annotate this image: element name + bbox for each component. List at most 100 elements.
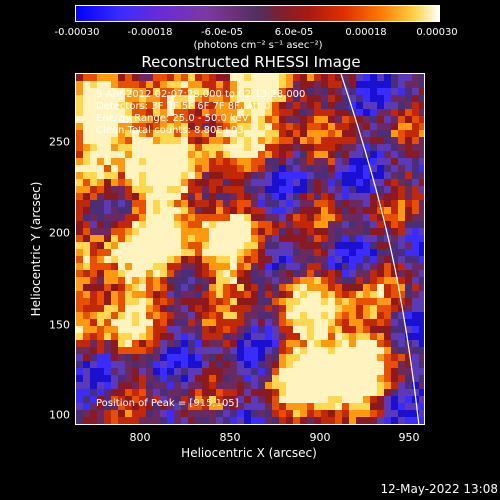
image-pixel	[349, 361, 356, 368]
image-pixel	[356, 235, 363, 242]
image-pixel	[349, 368, 356, 375]
image-pixel	[244, 396, 251, 403]
rhessi-image-canvas	[76, 74, 424, 425]
image-pixel	[286, 214, 293, 221]
image-pixel	[139, 109, 146, 116]
image-pixel	[405, 410, 412, 417]
image-pixel	[90, 242, 97, 249]
image-pixel	[188, 249, 195, 256]
image-pixel	[398, 74, 405, 81]
image-pixel	[125, 172, 132, 179]
image-pixel	[342, 410, 349, 417]
image-pixel	[342, 130, 349, 137]
image-pixel	[90, 305, 97, 312]
image-pixel	[181, 221, 188, 228]
image-pixel	[419, 263, 424, 270]
image-pixel	[244, 382, 251, 389]
image-pixel	[342, 95, 349, 102]
image-pixel	[97, 368, 104, 375]
image-pixel	[384, 200, 391, 207]
image-pixel	[216, 403, 223, 410]
image-pixel	[258, 228, 265, 235]
image-pixel	[76, 235, 83, 242]
image-pixel	[321, 102, 328, 109]
image-pixel	[251, 179, 258, 186]
image-pixel	[300, 74, 307, 81]
image-pixel	[111, 284, 118, 291]
image-pixel	[209, 319, 216, 326]
image-pixel	[83, 116, 90, 123]
image-pixel	[188, 396, 195, 403]
image-pixel	[405, 137, 412, 144]
image-pixel	[174, 340, 181, 347]
image-pixel	[412, 144, 419, 151]
image-pixel	[209, 193, 216, 200]
image-pixel	[118, 144, 125, 151]
image-pixel	[90, 137, 97, 144]
image-pixel	[412, 347, 419, 354]
image-pixel	[132, 214, 139, 221]
image-pixel	[419, 214, 424, 221]
image-pixel	[356, 109, 363, 116]
image-pixel	[223, 312, 230, 319]
image-pixel	[293, 102, 300, 109]
image-pixel	[209, 109, 216, 116]
image-pixel	[405, 130, 412, 137]
image-pixel	[146, 340, 153, 347]
image-pixel	[342, 81, 349, 88]
colorbar-tick: -0.00030	[54, 27, 100, 38]
image-pixel	[223, 333, 230, 340]
image-pixel	[132, 417, 139, 424]
image-pixel	[398, 284, 405, 291]
image-pixel	[279, 333, 286, 340]
image-pixel	[146, 193, 153, 200]
image-pixel	[412, 130, 419, 137]
image-pixel	[293, 130, 300, 137]
image-pixel	[363, 368, 370, 375]
image-pixel	[146, 382, 153, 389]
image-pixel	[209, 158, 216, 165]
image-pixel	[258, 102, 265, 109]
image-pixel	[125, 333, 132, 340]
image-pixel	[244, 95, 251, 102]
image-pixel	[111, 256, 118, 263]
image-pixel	[370, 214, 377, 221]
image-pixel	[419, 158, 424, 165]
image-pixel	[405, 109, 412, 116]
image-pixel	[76, 165, 83, 172]
image-pixel	[181, 382, 188, 389]
image-pixel	[356, 263, 363, 270]
image-pixel	[300, 123, 307, 130]
image-pixel	[83, 109, 90, 116]
image-pixel	[160, 284, 167, 291]
image-pixel	[328, 256, 335, 263]
image-pixel	[384, 123, 391, 130]
image-pixel	[104, 242, 111, 249]
image-pixel	[328, 424, 335, 425]
image-pixel	[293, 410, 300, 417]
image-pixel	[146, 417, 153, 424]
image-pixel	[251, 137, 258, 144]
image-pixel	[335, 417, 342, 424]
image-pixel	[209, 102, 216, 109]
image-pixel	[209, 410, 216, 417]
image-pixel	[258, 270, 265, 277]
image-pixel	[209, 200, 216, 207]
image-pixel	[195, 277, 202, 284]
image-pixel	[300, 172, 307, 179]
image-pixel	[167, 368, 174, 375]
image-pixel	[167, 158, 174, 165]
image-pixel	[244, 116, 251, 123]
image-pixel	[132, 284, 139, 291]
image-pixel	[174, 158, 181, 165]
image-pixel	[258, 116, 265, 123]
image-pixel	[83, 298, 90, 305]
image-pixel	[279, 207, 286, 214]
image-pixel	[125, 235, 132, 242]
image-pixel	[118, 277, 125, 284]
image-pixel	[300, 403, 307, 410]
image-pixel	[76, 179, 83, 186]
image-pixel	[265, 277, 272, 284]
image-pixel	[251, 221, 258, 228]
image-pixel	[146, 200, 153, 207]
